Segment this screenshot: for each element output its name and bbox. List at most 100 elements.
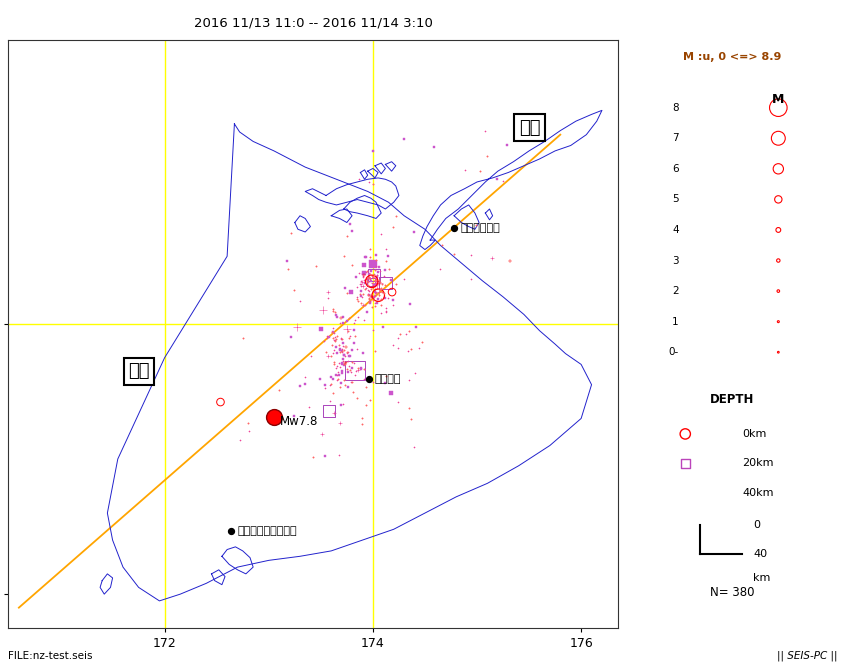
Point — [360, 283, 373, 293]
Point — [404, 414, 418, 425]
Point — [379, 303, 393, 313]
Point — [355, 419, 369, 430]
Point — [369, 278, 382, 289]
Point — [369, 274, 382, 285]
Point — [332, 369, 346, 380]
Point — [327, 306, 340, 317]
Point — [345, 363, 359, 373]
Point — [344, 287, 358, 298]
Point — [360, 307, 374, 317]
Point — [352, 268, 365, 279]
Point — [369, 278, 382, 289]
Point — [362, 297, 376, 307]
Point — [357, 259, 371, 270]
Point — [366, 325, 380, 335]
Point — [362, 293, 376, 303]
Point — [362, 270, 376, 281]
Point — [370, 287, 383, 298]
Point — [338, 380, 352, 391]
Point — [338, 357, 352, 368]
Point — [328, 335, 342, 345]
Point — [379, 277, 393, 288]
Point — [368, 275, 382, 285]
Point — [363, 395, 376, 405]
Point — [389, 211, 403, 222]
Point — [349, 370, 362, 381]
Point — [366, 146, 380, 156]
Point — [384, 275, 398, 285]
Point — [361, 275, 375, 286]
Point — [376, 287, 389, 297]
Point — [338, 350, 351, 361]
Point — [329, 310, 343, 321]
Point — [365, 271, 379, 281]
Point — [354, 291, 368, 301]
Point — [367, 269, 381, 280]
Point — [366, 282, 380, 293]
Point — [403, 375, 416, 385]
Point — [371, 267, 385, 277]
Point — [341, 326, 354, 337]
Point — [367, 291, 381, 301]
Point — [313, 374, 327, 385]
Point — [399, 329, 413, 340]
Point — [342, 367, 355, 377]
Point — [272, 385, 286, 395]
Point — [337, 251, 350, 262]
Point — [772, 255, 785, 266]
Text: ウエリントン: ウエリントン — [460, 223, 500, 233]
Point — [358, 278, 371, 289]
Point — [346, 226, 360, 236]
Point — [329, 331, 343, 342]
Point — [336, 318, 349, 329]
Point — [361, 285, 375, 295]
Point — [459, 164, 472, 175]
Point — [242, 426, 255, 436]
Point — [365, 278, 379, 289]
Point — [371, 270, 384, 281]
Point — [372, 279, 386, 290]
Point — [345, 356, 359, 367]
Point — [368, 265, 382, 276]
Point — [360, 280, 374, 291]
Point — [772, 194, 785, 204]
Point — [367, 280, 381, 291]
Point — [347, 317, 360, 328]
Text: 4: 4 — [673, 225, 678, 235]
Point — [356, 281, 370, 291]
Point — [354, 279, 367, 290]
Point — [267, 411, 281, 422]
Point — [772, 102, 785, 113]
Point — [340, 347, 354, 357]
Text: 20km: 20km — [743, 458, 774, 468]
Point — [367, 291, 381, 302]
Point — [336, 338, 349, 349]
Point — [338, 359, 352, 369]
Point — [336, 353, 349, 364]
Point — [356, 269, 370, 279]
Point — [338, 345, 351, 355]
Point — [387, 339, 400, 350]
Point — [372, 290, 386, 301]
Point — [379, 307, 393, 318]
Point — [373, 261, 387, 272]
Point — [336, 340, 349, 351]
Point — [353, 289, 366, 299]
Text: 2: 2 — [673, 286, 678, 296]
Point — [341, 288, 354, 299]
Point — [340, 364, 354, 375]
Point — [364, 277, 377, 287]
Point — [372, 275, 386, 285]
Point — [363, 273, 376, 284]
Point — [360, 275, 374, 286]
Point — [341, 346, 354, 357]
Point — [327, 348, 340, 359]
Point — [409, 321, 422, 332]
Point — [367, 280, 381, 291]
Point — [369, 280, 382, 291]
Point — [378, 377, 392, 388]
Point — [349, 282, 363, 293]
Point — [342, 313, 355, 323]
Point — [333, 361, 347, 372]
Point — [359, 381, 372, 392]
